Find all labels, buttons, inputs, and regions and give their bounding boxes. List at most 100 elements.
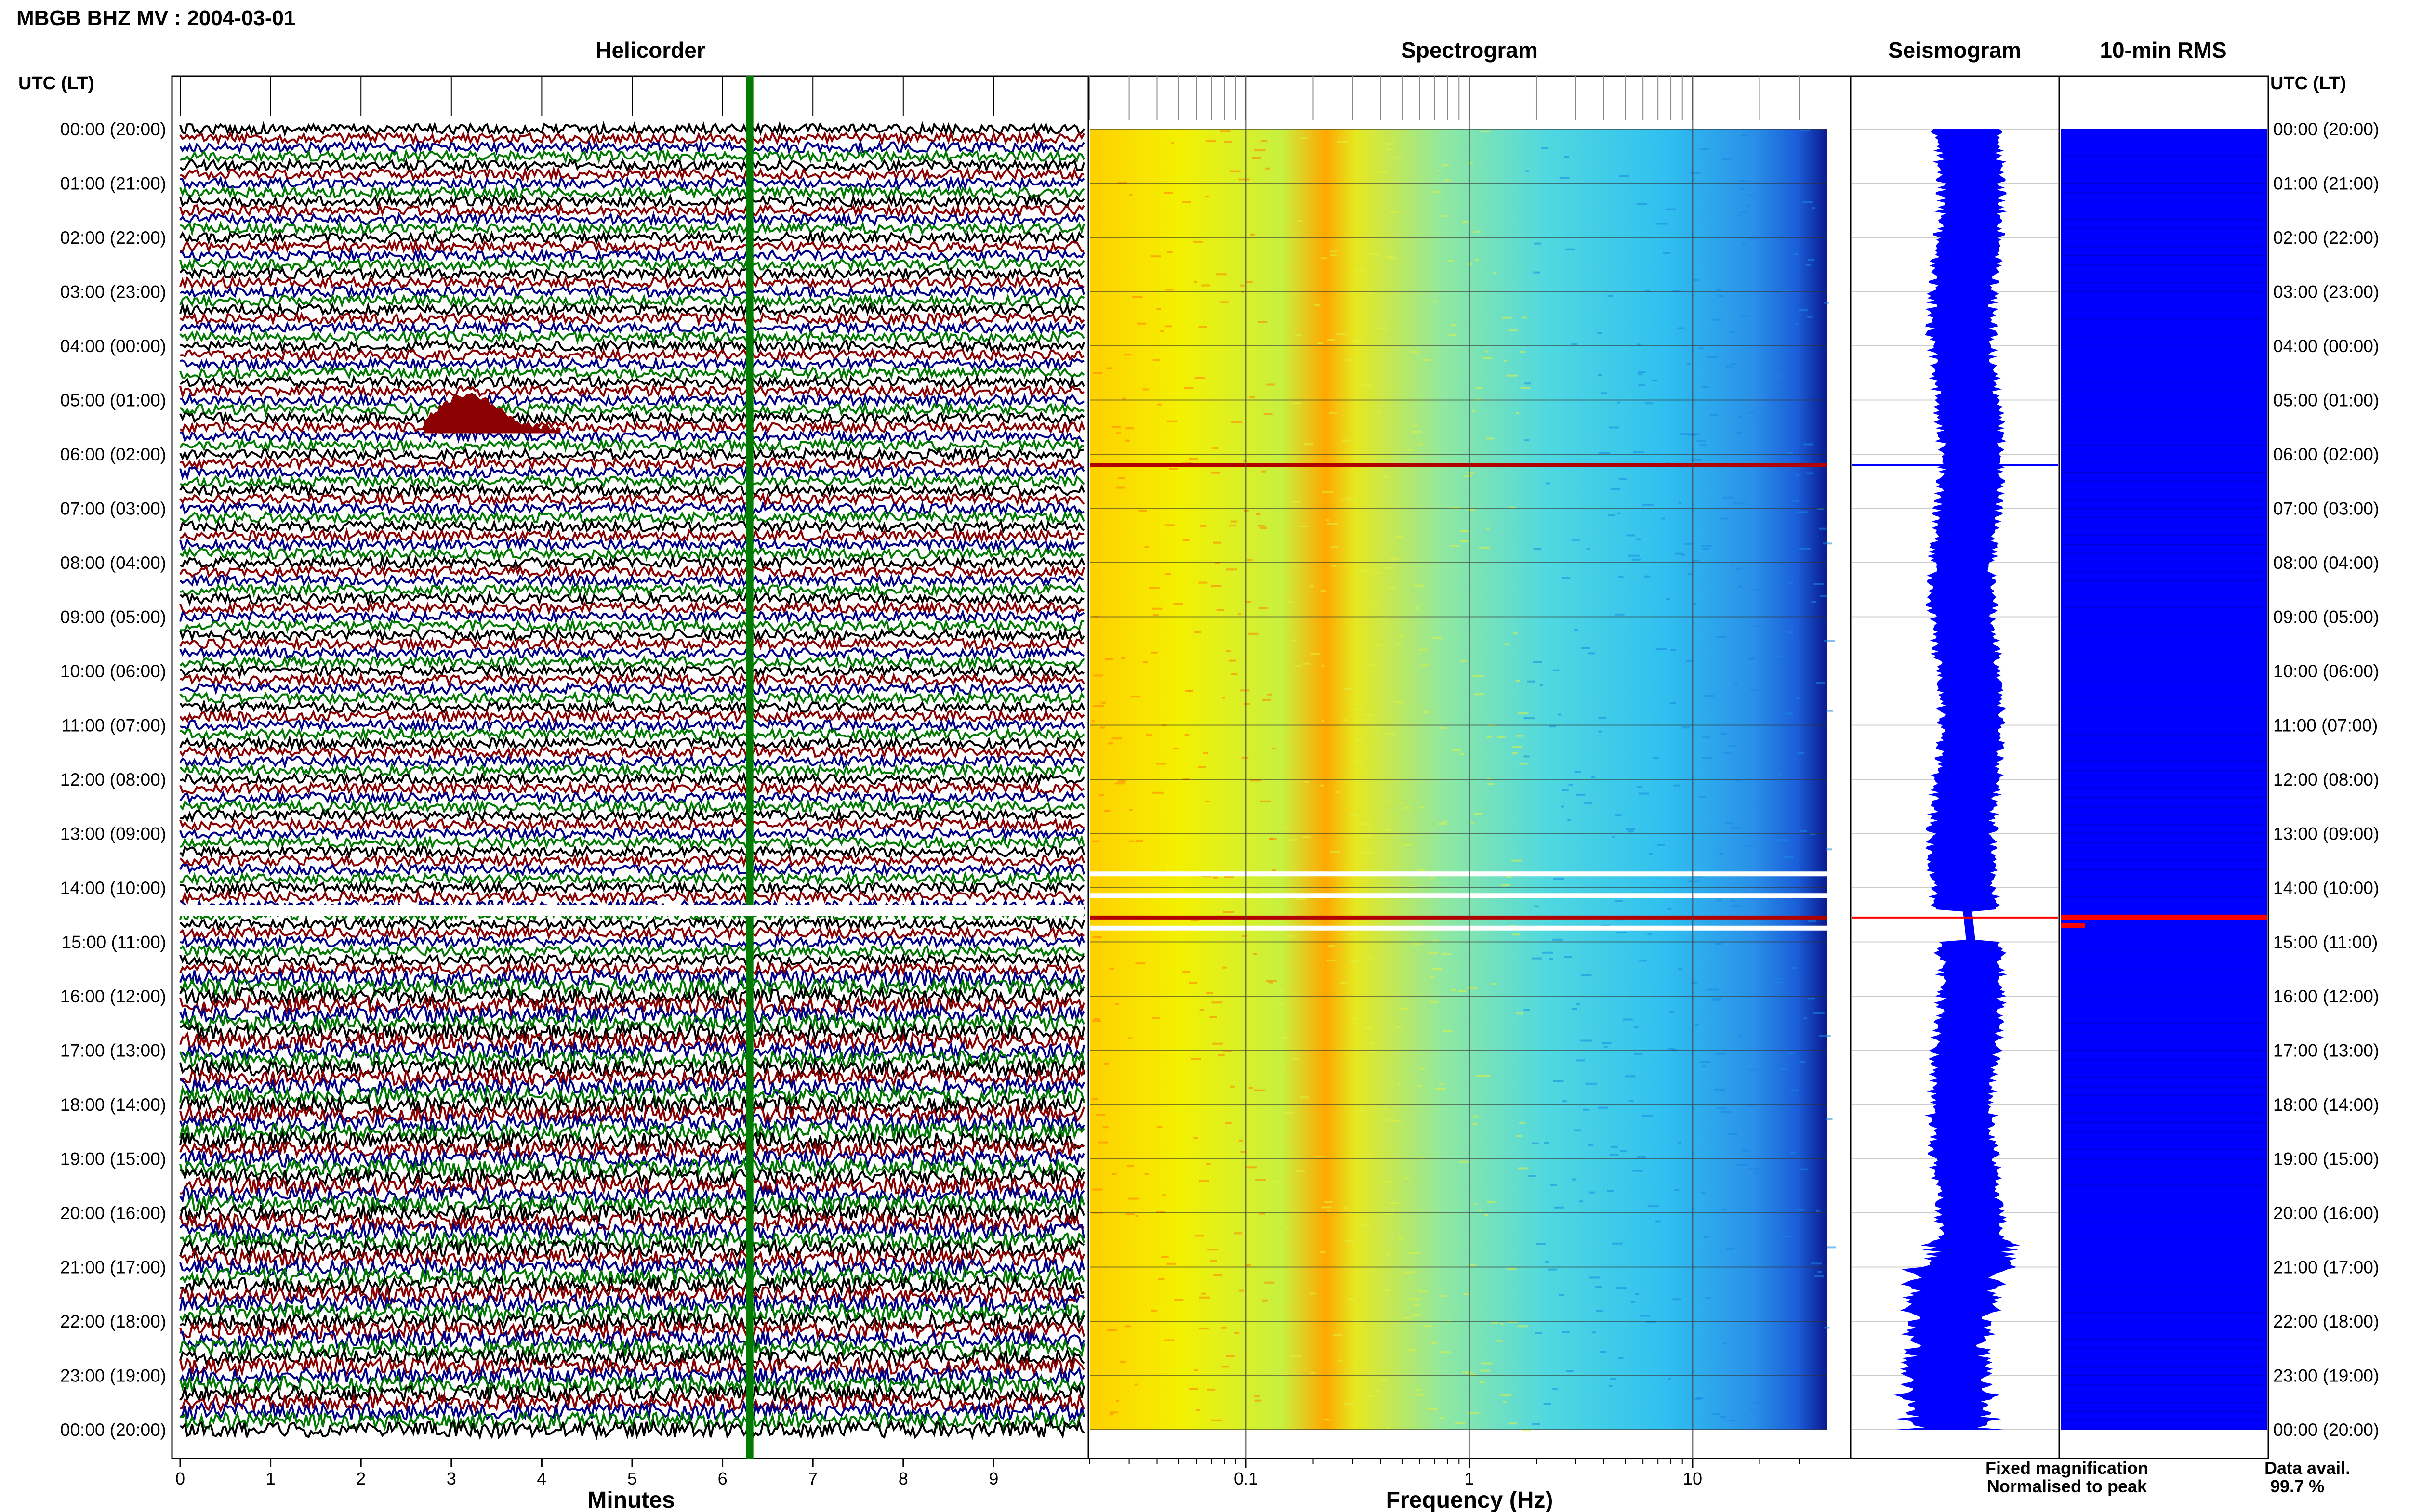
time-label-left: 22:00 (18:00) <box>60 1312 166 1331</box>
time-label-right: 03:00 (23:00) <box>2273 282 2379 302</box>
helicorder-trace-row <box>180 888 1085 905</box>
time-label-left: 11:00 (07:00) <box>62 716 166 736</box>
helicorder-tick-label: 5 <box>627 1469 637 1488</box>
helicorder-trace-row <box>179 644 1085 661</box>
helicorder-trace-row <box>180 1409 1085 1432</box>
time-label-right: 00:00 (20:00) <box>2273 1420 2379 1440</box>
data-availability-label: Data avail. <box>2264 1458 2350 1478</box>
time-label-left: 20:00 (16:00) <box>60 1203 166 1223</box>
helicorder-trace-row <box>179 1048 1085 1070</box>
helicorder-tick-label: 0 <box>175 1469 185 1488</box>
helicorder-trace-row <box>179 572 1085 590</box>
time-label-right: 18:00 (14:00) <box>2273 1095 2379 1115</box>
rms-peak-bar <box>2061 914 2267 920</box>
spectrogram-texture <box>1090 130 1837 1432</box>
helicorder-trace-row <box>179 1256 1085 1279</box>
rms-title: 10-min RMS <box>2100 38 2226 63</box>
time-axis-header-right: UTC (LT) <box>2270 73 2346 93</box>
helicorder-trace-row <box>179 1400 1085 1423</box>
helicorder-trace-row <box>179 1265 1085 1288</box>
helicorder-trace-row <box>180 148 1085 165</box>
helicorder-trace-row <box>179 590 1085 607</box>
helicorder-event-clip <box>180 905 1084 916</box>
helicorder-trace-row <box>179 1012 1085 1034</box>
spectrogram-event-line <box>1090 463 1827 467</box>
time-label-left: 07:00 (03:00) <box>60 499 166 519</box>
helicorder-trace-row <box>179 753 1085 770</box>
helicorder-trace-row <box>179 825 1085 842</box>
time-label-left: 01:00 (21:00) <box>60 174 166 194</box>
time-label-left: 10:00 (06:00) <box>60 661 166 681</box>
helicorder-traces <box>179 76 1085 1459</box>
helicorder-trace-row <box>179 210 1085 228</box>
helicorder-trace-row <box>180 527 1085 544</box>
time-label-right: 14:00 (10:00) <box>2273 878 2379 898</box>
helicorder-trace-row <box>180 1274 1085 1297</box>
rms-row-lines <box>2061 129 2267 1430</box>
time-label-left: 16:00 (12:00) <box>60 986 166 1006</box>
helicorder-trace-row <box>179 202 1085 218</box>
helicorder-trace-row <box>179 690 1085 707</box>
spectrogram-x-ticks: 0.1 1 10 <box>1089 76 1827 1488</box>
rms-peak-bar <box>2061 923 2085 928</box>
helicorder-trace-row <box>179 464 1085 480</box>
helicorder-trace-row <box>179 256 1085 273</box>
helicorder-trace-row <box>180 581 1085 598</box>
seismogram-panel <box>1850 75 2060 1459</box>
helicorder-trace-row <box>179 382 1085 400</box>
time-label-left: 08:00 (04:00) <box>60 553 166 573</box>
helicorder-trace-row <box>179 952 1085 968</box>
time-label-right: 11:00 (07:00) <box>2273 716 2378 736</box>
helicorder-trace-row <box>180 807 1085 824</box>
spectrogram-gap <box>1090 893 1827 898</box>
helicorder-trace-row <box>180 870 1085 887</box>
helicorder-trace-row <box>179 1129 1085 1152</box>
helicorder-trace-row <box>179 960 1085 977</box>
helicorder-trace-row <box>180 428 1085 445</box>
helicorder-trace-row <box>179 924 1085 942</box>
helicorder-trace-row <box>179 1147 1085 1170</box>
helicorder-trace-row <box>179 536 1085 553</box>
helicorder-x-ticks: 0 1 2 3 4 5 6 7 8 9 <box>175 76 998 1488</box>
helicorder-trace-row <box>179 943 1085 960</box>
helicorder-trace-row <box>180 165 1085 183</box>
helicorder-trace-row <box>179 789 1085 806</box>
time-label-right: 04:00 (00:00) <box>2273 336 2379 356</box>
helicorder-trace-row <box>179 816 1085 832</box>
time-label-left: 14:00 (10:00) <box>60 878 166 898</box>
helicorder-trace-row <box>179 635 1085 653</box>
helicorder-trace-row <box>179 436 1085 454</box>
helicorder-trace-row <box>179 401 1085 418</box>
helicorder-trace-row <box>179 158 1085 173</box>
spectrogram-gap <box>1090 925 1827 931</box>
helicorder-trace-row <box>180 1328 1085 1351</box>
time-label-left: 12:00 (08:00) <box>60 770 166 789</box>
helicorder-trace-row <box>180 473 1085 489</box>
helicorder-trace-row <box>179 320 1085 336</box>
helicorder-trace-row <box>179 310 1085 328</box>
helicorder-trace-row <box>179 916 1085 932</box>
helicorder-trace-row <box>179 608 1085 625</box>
helicorder-trace-row <box>179 275 1085 290</box>
time-label-right: 20:00 (16:00) <box>2273 1203 2379 1223</box>
helicorder-trace-row <box>179 1383 1085 1405</box>
time-label-right: 17:00 (13:00) <box>2273 1041 2379 1061</box>
helicorder-trace-row <box>179 975 1085 998</box>
legend-normalised-to-peak: Normalised to peak <box>1987 1476 2147 1496</box>
time-axis-header-left: UTC (LT) <box>18 73 94 93</box>
time-label-left: 09:00 (05:00) <box>60 607 166 627</box>
time-label-left: 00:00 (20:00) <box>60 1420 166 1440</box>
time-label-right: 06:00 (02:00) <box>2273 445 2379 464</box>
helicorder-trace-row <box>179 447 1085 463</box>
helicorder-trace-row <box>179 834 1085 851</box>
helicorder-title: Helicorder <box>596 38 705 63</box>
helicorder-tick-label: 7 <box>808 1469 818 1488</box>
helicorder-trace-row <box>179 1238 1085 1261</box>
legend-fixed-magnification: Fixed magnification <box>1985 1458 2148 1478</box>
helicorder-trace-row <box>179 374 1085 390</box>
time-label-right: 10:00 (06:00) <box>2273 661 2379 681</box>
time-label-right: 15:00 (11:00) <box>2273 933 2378 952</box>
helicorder-trace-row <box>180 347 1085 364</box>
time-label-left: 02:00 (22:00) <box>60 228 166 248</box>
helicorder-tick-label: 3 <box>447 1469 456 1488</box>
